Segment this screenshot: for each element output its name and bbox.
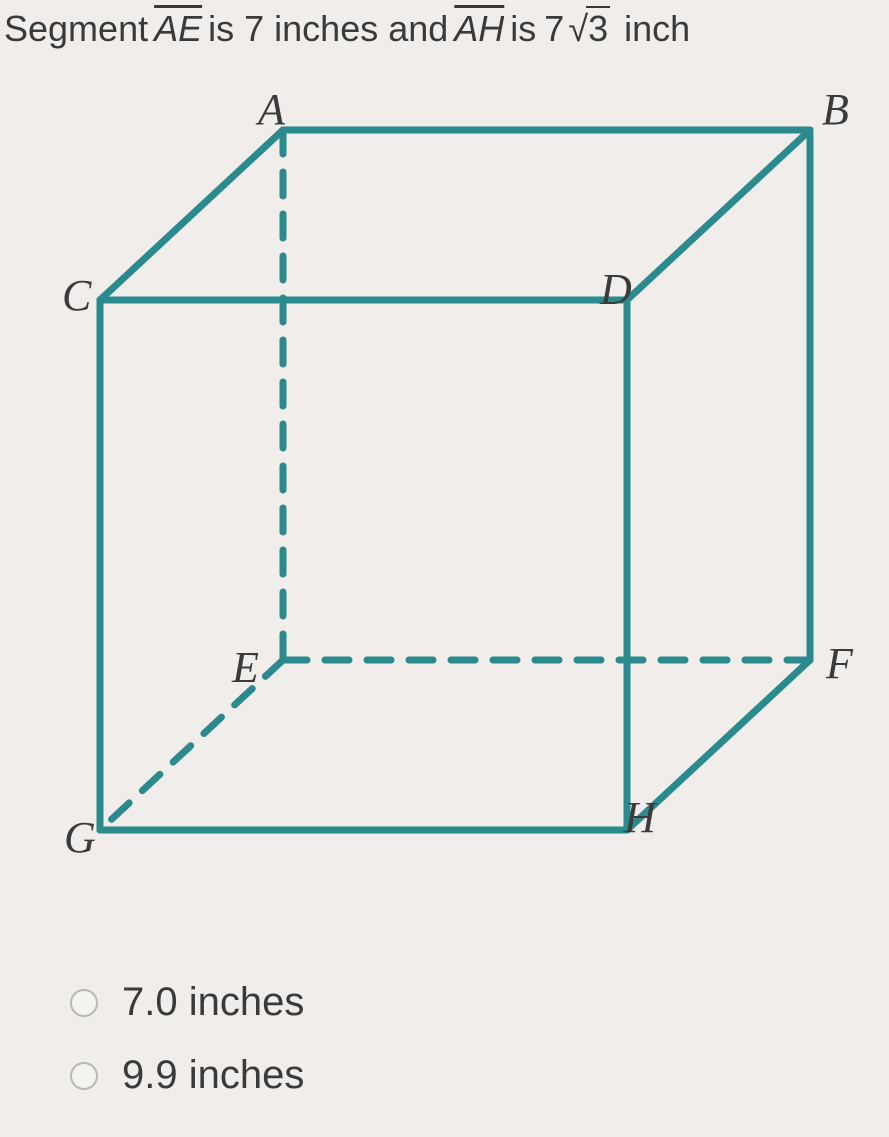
vertex-label-b: B — [822, 84, 849, 135]
vertex-label-f: F — [826, 638, 853, 689]
q-mid2: is — [510, 8, 536, 50]
vertex-label-e: E — [232, 642, 259, 693]
vertex-label-a: A — [258, 84, 285, 135]
segment-ae: AE — [154, 8, 202, 50]
answer-options: 7.0 inches 9.9 inches — [70, 980, 304, 1126]
radicand: 3 — [586, 6, 610, 50]
vertex-label-c: C — [62, 270, 91, 321]
cube-diagram: ABCDEFGH — [0, 90, 889, 920]
cube-svg — [0, 90, 889, 920]
radio-icon[interactable] — [70, 989, 98, 1017]
q-suffix: inch — [624, 8, 690, 50]
option-label: 7.0 inches — [122, 980, 304, 1025]
radio-icon[interactable] — [70, 1062, 98, 1090]
option-label: 9.9 inches — [122, 1053, 304, 1098]
option-row[interactable]: 7.0 inches — [70, 980, 304, 1025]
q-mid1: is 7 inches and — [208, 8, 448, 50]
vertex-label-d: D — [600, 264, 632, 315]
q-coef: 7 — [544, 8, 564, 50]
q-prefix: Segment — [4, 8, 148, 50]
vertex-label-h: H — [624, 792, 656, 843]
vertex-label-g: G — [64, 812, 96, 863]
question-text: Segment AE is 7 inches and AH is 7 √ 3 i… — [4, 6, 690, 50]
segment-ah: AH — [454, 8, 504, 50]
sqrt-icon: √ 3 — [568, 6, 610, 50]
option-row[interactable]: 9.9 inches — [70, 1053, 304, 1098]
